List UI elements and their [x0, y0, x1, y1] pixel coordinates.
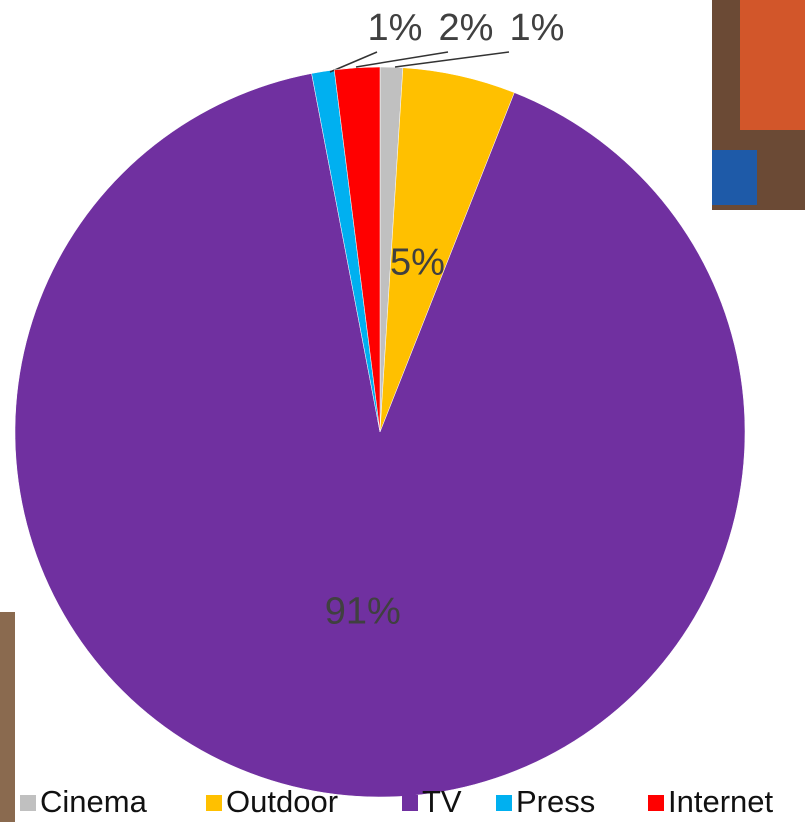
legend-label: Press	[516, 784, 595, 819]
legend-swatch	[496, 795, 512, 811]
legend-swatch	[20, 795, 36, 811]
legend-label: Outdoor	[226, 784, 338, 819]
legend-label: TV	[422, 784, 462, 819]
legend-swatch	[206, 795, 222, 811]
data-label: 2%	[439, 7, 494, 49]
data-label: 91%	[325, 591, 401, 633]
legend-label: Cinema	[40, 784, 148, 819]
leader-line	[394, 51, 510, 68]
data-label: 5%	[390, 242, 445, 284]
data-label: 1%	[368, 7, 423, 49]
photo-top-right	[712, 0, 805, 210]
pie-slice	[333, 66, 381, 433]
legend-label: Internet	[668, 784, 774, 819]
legend-swatch	[648, 795, 664, 811]
data-label: 1%	[510, 7, 565, 49]
pie-slice	[14, 73, 746, 798]
legend-swatch	[402, 795, 418, 811]
leader-line	[329, 51, 378, 73]
leader-line	[355, 51, 449, 68]
photo-bottom-left	[0, 612, 15, 822]
